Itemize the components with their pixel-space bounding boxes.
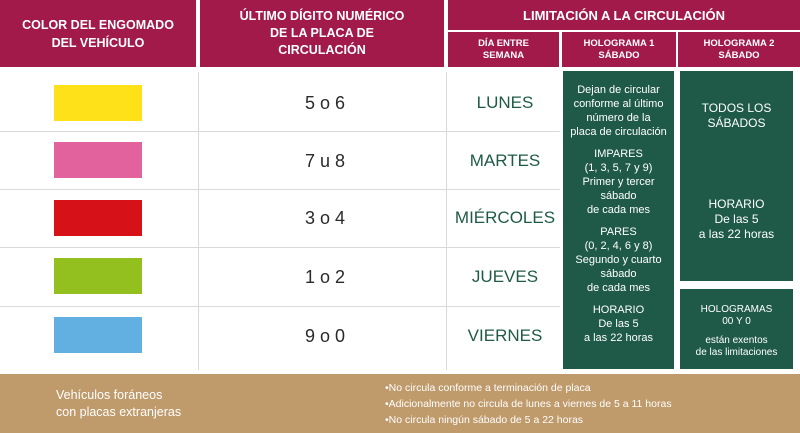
text-line: de cada mes <box>587 204 650 216</box>
holograma-2-todos: TODOS LOS SÁBADOS <box>680 101 793 131</box>
text-line: de las limitaciones <box>695 347 778 358</box>
subheader-holograma-2-line: HOLOGRAMA 2 <box>703 37 775 49</box>
text-line: Vehículos foráneos <box>56 388 163 402</box>
text-line: De las 5 <box>598 318 639 330</box>
color-swatch-azul <box>54 317 142 353</box>
text-line: Dejan de circular <box>577 84 660 96</box>
text-line: a las 22 horas <box>583 332 654 344</box>
header-digito-line: CIRCULACIÓN <box>278 43 366 57</box>
day-miercoles: MIÉRCOLES <box>454 208 556 227</box>
hologramas-00-panel: HOLOGRAMAS 00 Y 0 están exentos de las l… <box>680 289 793 369</box>
row-divider <box>0 189 560 190</box>
text-line: de cada mes <box>587 282 650 294</box>
subheader-dia: DÍA ENTRE SEMANA <box>448 32 559 67</box>
text-line: a las 22 horas <box>698 227 775 241</box>
text-line: PARES <box>600 226 637 238</box>
text-line: HOLOGRAMAS <box>700 304 773 315</box>
text-line: con placas extranjeras <box>56 405 182 419</box>
color-swatch-rojo <box>54 200 142 236</box>
text-line: conforme al último <box>573 98 664 110</box>
header-digito-line: ÚLTIMO DÍGITO NUMÉRICO <box>239 9 405 23</box>
text-line: Segundo y cuarto <box>575 254 662 266</box>
row-divider <box>0 131 560 132</box>
subheader-holograma-1-line: SÁBADO <box>598 49 640 61</box>
day-martes: MARTES <box>469 151 541 170</box>
text-line: Primer y tercer <box>582 176 655 188</box>
digits-martes: 7 u 8 <box>304 151 346 171</box>
footer-rule: •No circula ningún sábado de 5 a 22 hora… <box>385 414 584 426</box>
day-jueves: JUEVES <box>471 267 539 286</box>
holograma-1-impares: IMPARES (1, 3, 5, 7 y 9) Primer y tercer… <box>563 147 674 217</box>
text-line: están exentos <box>705 335 768 346</box>
digits-miercoles: 3 o 4 <box>304 208 346 228</box>
footer-rule: •Adicionalmente no circula de lunes a vi… <box>385 398 672 410</box>
day-lunes: LUNES <box>476 93 534 112</box>
holograma-1-horario: HORARIO De las 5 a las 22 horas <box>563 303 674 345</box>
footer-rule: •No circula conforme a terminación de pl… <box>385 382 591 394</box>
footer-foraneos-label: Vehículos foráneos con placas extranjera… <box>56 387 181 421</box>
subheader-holograma-2: HOLOGRAMA 2 SÁBADO <box>678 32 800 67</box>
text-line: (0, 2, 4, 6 y 8) <box>584 240 653 252</box>
digits-jueves: 1 o 2 <box>304 267 346 287</box>
text-line: sábado <box>600 268 637 280</box>
color-swatch-verde <box>54 258 142 294</box>
holograma-1-panel: Dejan de circular conforme al último núm… <box>563 71 674 369</box>
holograma-1-rule: Dejan de circular conforme al último núm… <box>563 83 674 139</box>
day-viernes: VIERNES <box>467 326 543 345</box>
holograma-2-horario: HORARIO De las 5 a las 22 horas <box>680 197 793 242</box>
subheader-holograma-1: HOLOGRAMA 1 SÁBADO <box>562 32 676 67</box>
header-limitacion-label: LIMITACIÓN A LA CIRCULACIÓN <box>523 7 725 23</box>
text-line: De las 5 <box>714 212 759 226</box>
subheader-dia-line: SEMANA <box>482 49 525 61</box>
column-divider <box>446 72 447 370</box>
color-swatch-rosa <box>54 142 142 178</box>
text-line: sábado <box>600 190 637 202</box>
hologramas-00-exentos: están exentos de las limitaciones <box>680 335 793 359</box>
text-line: (1, 3, 5, 7 y 9) <box>584 162 653 174</box>
digits-viernes: 9 o 0 <box>304 326 346 346</box>
header-limitacion: LIMITACIÓN A LA CIRCULACIÓN <box>448 0 800 30</box>
holograma-1-pares: PARES (0, 2, 4, 6 y 8) Segundo y cuarto … <box>563 225 674 295</box>
text-line: placa de circulación <box>570 126 667 138</box>
text-line: 00 Y 0 <box>722 316 751 327</box>
footer-foraneos: Vehículos foráneos con placas extranjera… <box>0 374 800 433</box>
text-line: SÁBADOS <box>707 116 766 130</box>
text-line: HORARIO <box>708 197 765 211</box>
text-line: TODOS LOS <box>701 101 772 115</box>
header-digito-line: DE LA PLACA DE <box>270 26 374 40</box>
holograma-2-panel: TODOS LOS SÁBADOS HORARIO De las 5 a las… <box>680 71 793 281</box>
hologramas-00-title: HOLOGRAMAS 00 Y 0 <box>680 304 793 328</box>
header-engomado: COLOR DEL ENGOMADO DEL VEHÍCULO <box>0 0 196 67</box>
color-swatch-amarillo <box>54 85 142 121</box>
header-engomado-line: COLOR DEL ENGOMADO <box>22 17 174 32</box>
row-divider <box>0 247 560 248</box>
digits-lunes: 5 o 6 <box>304 93 346 113</box>
text-line: IMPARES <box>594 148 643 160</box>
header-ultimo-digito: ÚLTIMO DÍGITO NUMÉRICO DE LA PLACA DE CI… <box>200 0 444 67</box>
subheader-holograma-2-line: SÁBADO <box>718 49 760 61</box>
text-line: HORARIO <box>592 304 645 316</box>
subheader-dia-line: DÍA ENTRE <box>478 37 529 49</box>
text-line: número de la <box>586 112 651 124</box>
column-divider <box>198 72 199 370</box>
row-divider <box>0 306 560 307</box>
footer-foraneos-rules: •No circula conforme a terminación de pl… <box>385 380 672 428</box>
subheader-holograma-1-line: HOLOGRAMA 1 <box>583 37 655 49</box>
header-engomado-line: DEL VEHÍCULO <box>51 35 145 50</box>
